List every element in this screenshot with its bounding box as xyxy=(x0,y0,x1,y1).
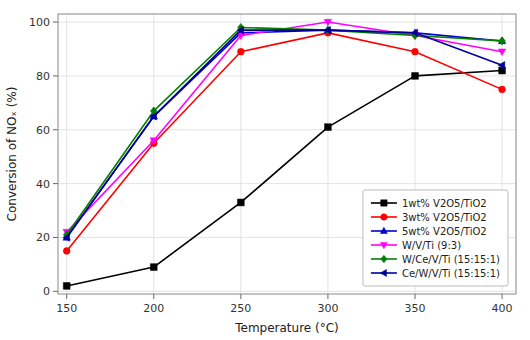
series-line xyxy=(67,71,502,286)
data-point xyxy=(237,26,244,33)
grid-line xyxy=(58,129,516,130)
data-point xyxy=(324,19,331,26)
grid-line xyxy=(58,291,516,292)
data-point xyxy=(63,234,70,241)
legend: 1wt% V2O5/TiO2 3wt% V2O5/TiO2 5wt% V2O5/Ti… xyxy=(363,190,508,286)
legend-marker xyxy=(380,242,387,248)
series-line xyxy=(67,30,502,237)
data-point xyxy=(499,86,506,93)
tick-label: 400 xyxy=(492,302,513,315)
axes: 150 200 250 300 350 400 0 20 40 60 80 100 xyxy=(29,14,516,315)
data-point xyxy=(150,138,157,145)
series-line xyxy=(67,30,502,237)
tick-label: 250 xyxy=(230,302,251,315)
legend-marker xyxy=(380,227,387,233)
tick-label: 0 xyxy=(43,285,50,298)
tick-label: 200 xyxy=(143,302,164,315)
series-line xyxy=(67,22,502,232)
data-point xyxy=(412,73,419,80)
tick-label: 100 xyxy=(29,16,50,29)
tick-mark xyxy=(53,22,58,23)
tick-label: 350 xyxy=(404,302,425,315)
legend-marker xyxy=(381,214,387,220)
series xyxy=(63,23,505,238)
x-axis-label: Temperature (°C) xyxy=(234,321,339,335)
tick-mark xyxy=(53,75,58,76)
series xyxy=(63,26,506,240)
data-point xyxy=(150,113,157,120)
chart: 150 200 250 300 350 400 0 20 40 60 80 100 Temperatur… xyxy=(0,0,530,340)
legend-label: 1wt% V2O5/TiO2 xyxy=(402,198,487,209)
tick-label: 300 xyxy=(317,302,338,315)
data-point xyxy=(325,26,332,34)
grid-line xyxy=(240,14,241,294)
tick-mark xyxy=(153,294,154,299)
data-point xyxy=(412,48,419,55)
data-point xyxy=(150,264,157,271)
data-point xyxy=(237,48,244,55)
tick-label: 20 xyxy=(36,231,50,244)
data-point xyxy=(325,124,332,131)
y-axis-label: Conversion of NOₓ (%) xyxy=(5,87,19,222)
legend-box xyxy=(363,190,508,286)
legend-label: 3wt% V2O5/TiO2 xyxy=(402,212,487,223)
data-point xyxy=(498,49,505,56)
tick-mark xyxy=(53,129,58,130)
tick-label: 60 xyxy=(36,124,50,137)
grid-line xyxy=(58,22,516,23)
data-point xyxy=(498,61,505,68)
data-point xyxy=(63,283,70,290)
series xyxy=(63,19,506,236)
tick-label: 80 xyxy=(36,70,50,83)
tick-mark xyxy=(66,294,67,299)
tick-label: 150 xyxy=(56,302,77,315)
tick-label: 40 xyxy=(36,178,50,191)
plot-area xyxy=(63,19,506,289)
tick-mark xyxy=(53,183,58,184)
series xyxy=(63,67,505,289)
legend-label: W/Ce/V/Ti (15:15:1) xyxy=(402,254,500,265)
series xyxy=(63,29,505,254)
grid-line xyxy=(327,14,328,294)
series-line xyxy=(67,27,502,234)
grid-line xyxy=(58,75,516,76)
legend-marker xyxy=(381,200,387,206)
legend-label: 5wt% V2O5/TiO2 xyxy=(402,226,487,237)
data-point xyxy=(237,199,244,206)
legend-marker xyxy=(380,269,386,276)
legend-label: W/V/Ti (9:3) xyxy=(402,240,461,251)
tick-mark xyxy=(502,294,503,299)
tick-mark xyxy=(327,294,328,299)
tick-mark xyxy=(53,237,58,238)
grid-line xyxy=(153,14,154,294)
data-point xyxy=(63,248,70,255)
grid-line xyxy=(58,183,516,184)
legend-marker xyxy=(381,255,387,263)
data-point xyxy=(324,26,331,33)
tick-mark xyxy=(240,294,241,299)
plot-frame xyxy=(58,14,516,294)
legend-label: Ce/W/V/Ti (15:15:1) xyxy=(402,268,500,279)
grid xyxy=(58,14,516,294)
tick-mark xyxy=(414,294,415,299)
data-point xyxy=(411,29,418,36)
tick-mark xyxy=(53,291,58,292)
data-point xyxy=(499,37,506,45)
